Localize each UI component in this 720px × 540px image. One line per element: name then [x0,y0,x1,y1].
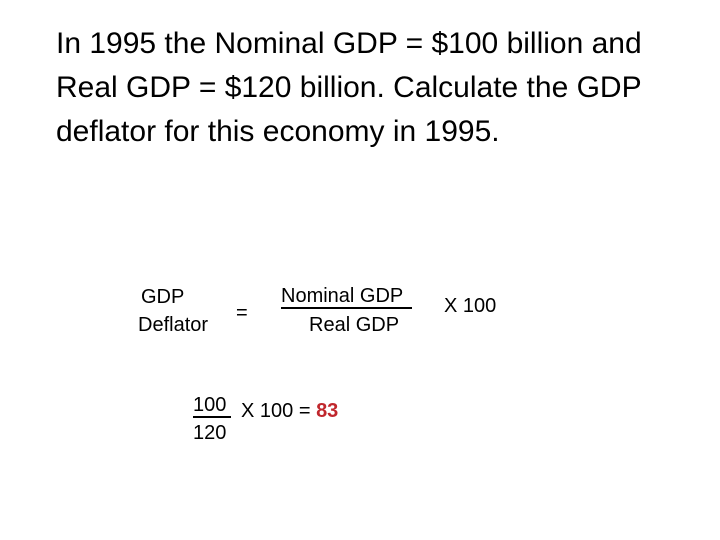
formula-lhs-gdp: GDP [141,286,185,308]
calc-fraction-bar [193,416,231,418]
calc-expression: X 100 = 83 [241,399,338,423]
calc-denominator: 120 [193,422,227,444]
calc-numerator: 100 [193,394,227,416]
formula-equals-sign: = [236,302,248,324]
formula-numerator: Nominal GDP [281,285,404,307]
calc-multiply-text: X 100 = [241,400,317,422]
formula-lhs-deflator: Deflator [138,314,209,336]
formula-denominator: Real GDP [309,314,400,336]
formula-fraction-bar [281,307,412,309]
formula-multiplier: X 100 [444,295,497,317]
question-text: In 1995 the Nominal GDP = $100 billion a… [56,27,642,148]
calc-answer: 83 [316,400,339,422]
